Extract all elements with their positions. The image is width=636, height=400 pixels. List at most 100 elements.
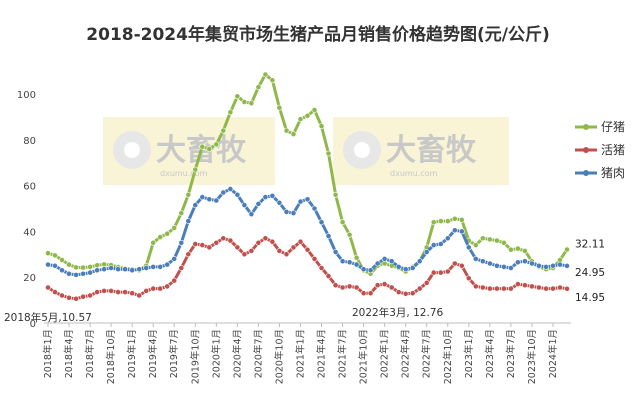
data-point: [304, 196, 311, 203]
data-point: [353, 254, 360, 261]
data-point: [192, 241, 199, 247]
data-point: [52, 262, 58, 269]
data-point: [101, 266, 107, 273]
data-point: [529, 260, 535, 267]
data-point: [304, 112, 311, 119]
data-point: [360, 290, 367, 297]
data-point: [192, 166, 199, 173]
data-point: [262, 71, 269, 78]
data-point: [227, 186, 234, 192]
x-tick-label: 2023年1月: [463, 329, 475, 378]
data-point: [493, 285, 500, 292]
data-point: [122, 266, 128, 273]
y-tick-label: 20: [23, 273, 36, 284]
data-point: [276, 247, 283, 254]
data-point: [325, 273, 332, 279]
data-point: [430, 269, 437, 276]
annotation-layer: 32.11 24.95 14.95 2018年5月,10.57 2022年3月, 12.…: [4, 238, 605, 324]
data-point: [311, 107, 318, 113]
data-point: [150, 239, 157, 246]
data-point: [87, 269, 93, 276]
data-point: [451, 227, 458, 234]
data-point: [227, 237, 234, 244]
data-point: [185, 251, 192, 258]
data-point: [269, 238, 276, 245]
data-point: [374, 260, 381, 267]
data-point: [45, 250, 51, 257]
data-point: [458, 216, 465, 223]
data-point: [430, 219, 437, 226]
end-value-label: 24.95: [575, 267, 605, 279]
data-point: [234, 93, 241, 100]
legend-label-3: 猪肉: [601, 166, 625, 180]
data-point: [122, 289, 128, 295]
data-point: [171, 225, 178, 231]
data-point: [255, 84, 262, 90]
data-point: [213, 141, 220, 148]
data-point: [444, 268, 451, 275]
data-point: [248, 247, 255, 254]
x-tick-label: 2020年1月: [210, 329, 222, 378]
data-point: [269, 77, 276, 84]
data-point: [451, 215, 458, 222]
data-point: [346, 259, 353, 266]
end-value-label: 32.11: [575, 238, 605, 250]
data-point: [276, 199, 283, 206]
data-point: [73, 264, 79, 271]
data-point: [178, 239, 185, 246]
data-point: [536, 284, 542, 291]
data-point: [465, 275, 472, 282]
data-point: [416, 258, 423, 265]
data-point: [171, 277, 178, 284]
data-point: [388, 258, 395, 265]
watermark-2: 大畜牧 dxumu.com: [333, 117, 509, 185]
data-point: [150, 263, 157, 270]
data-point: [283, 208, 290, 215]
data-point: [325, 233, 332, 239]
x-tick-label: 2020年4月: [231, 329, 243, 378]
data-point: [395, 263, 402, 270]
data-point: [227, 109, 234, 116]
data-point: [500, 239, 507, 246]
data-point: [564, 246, 570, 253]
data-point: [66, 270, 72, 277]
data-point: [108, 265, 114, 271]
data-point: [178, 210, 185, 216]
data-point: [543, 263, 549, 270]
legend-label-1: 仔猪: [601, 120, 625, 134]
data-point: [199, 242, 206, 248]
data-point: [136, 292, 143, 299]
end-value-label: 14.95: [575, 292, 605, 304]
x-tick-label: 2021年7月: [337, 329, 349, 378]
data-point: [381, 281, 388, 287]
data-point: [423, 249, 430, 255]
x-tick-label: 2021年1月: [294, 329, 306, 378]
data-point: [143, 265, 150, 271]
data-point: [522, 258, 528, 265]
data-point: [220, 127, 227, 134]
data-point: [157, 285, 164, 292]
data-point: [451, 260, 458, 267]
data-point: [185, 191, 192, 198]
data-point: [367, 290, 374, 297]
watermark-group: 大畜牧 dxumu.com 大畜牧 dxumu.com: [103, 117, 509, 185]
data-point: [550, 262, 556, 269]
data-point: [157, 263, 164, 270]
data-point: [430, 242, 437, 248]
data-point: [164, 230, 171, 237]
data-point: [543, 285, 549, 292]
data-point: [339, 219, 346, 226]
data-point: [423, 279, 430, 286]
data-point: [437, 218, 444, 224]
y-tick-label: 40: [23, 227, 36, 238]
data-point: [318, 219, 325, 226]
x-tick-label: 2023年7月: [505, 329, 517, 378]
data-point: [94, 262, 100, 269]
data-point: [290, 131, 297, 137]
data-point: [564, 285, 570, 292]
data-point: [318, 265, 325, 271]
data-point: [472, 283, 479, 290]
data-point: [297, 238, 304, 245]
x-tick-label: 2024年1月: [547, 329, 559, 378]
